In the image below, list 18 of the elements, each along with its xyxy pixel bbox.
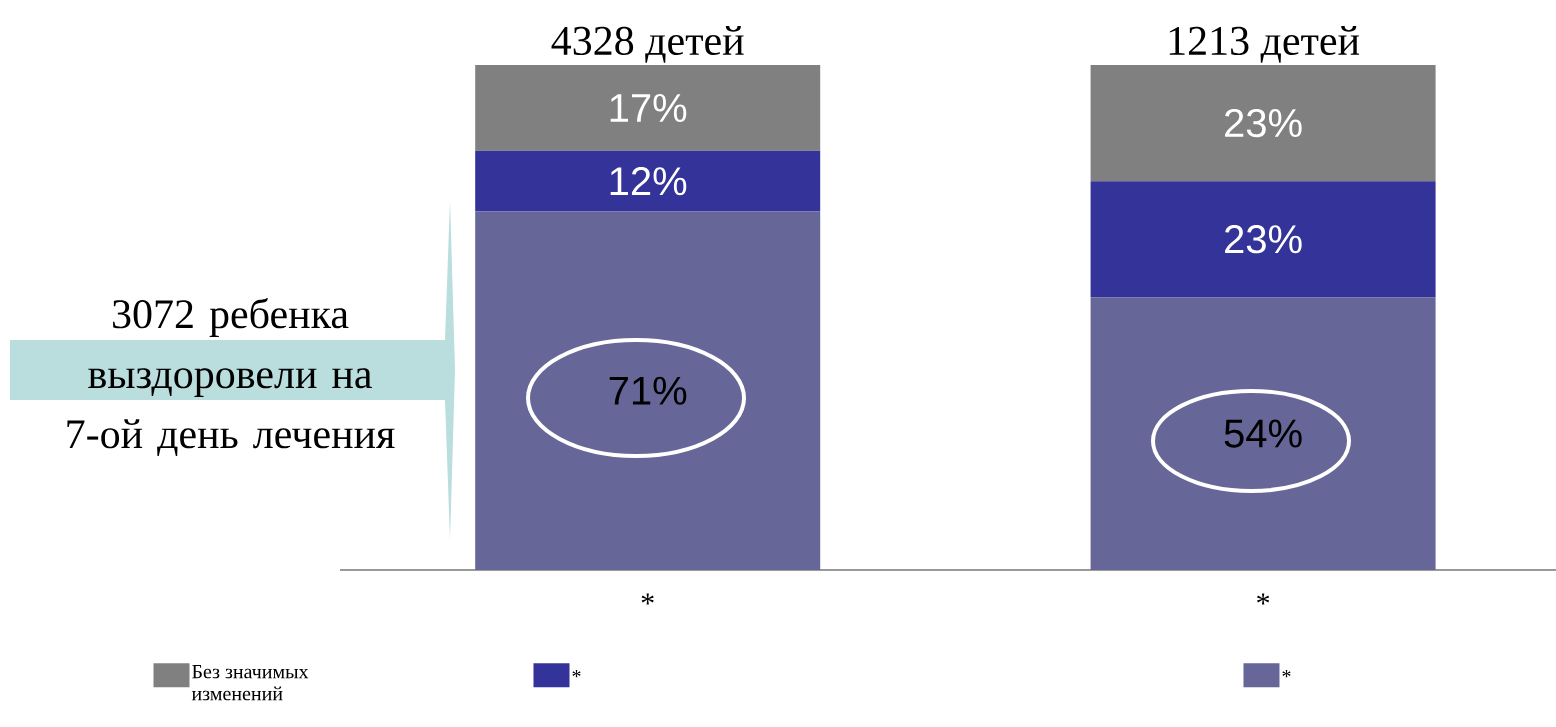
text: 4328 детей	[551, 25, 744, 63]
annotation: 3072 ребенка выздоровели на 7-ой день лечения	[67, 297, 395, 457]
bar	[475, 211, 821, 570]
bar	[475, 150, 821, 212]
data-label: 71%	[609, 376, 687, 405]
bar	[1090, 297, 1436, 570]
legend-label: Без значимых изменений	[191, 665, 309, 701]
bar	[1090, 64, 1436, 182]
text: 1213 детей	[1169, 25, 1360, 63]
legend-label: *	[1282, 669, 1291, 678]
data-label: 23%	[1225, 108, 1302, 138]
data-label: 23%	[1225, 225, 1302, 254]
legend-label: *	[572, 669, 581, 678]
data-label: 54%	[1224, 419, 1302, 448]
bar	[1090, 181, 1436, 298]
data-label: 17%	[610, 93, 687, 122]
bar	[475, 64, 821, 151]
data-label: 12%	[610, 167, 687, 196]
